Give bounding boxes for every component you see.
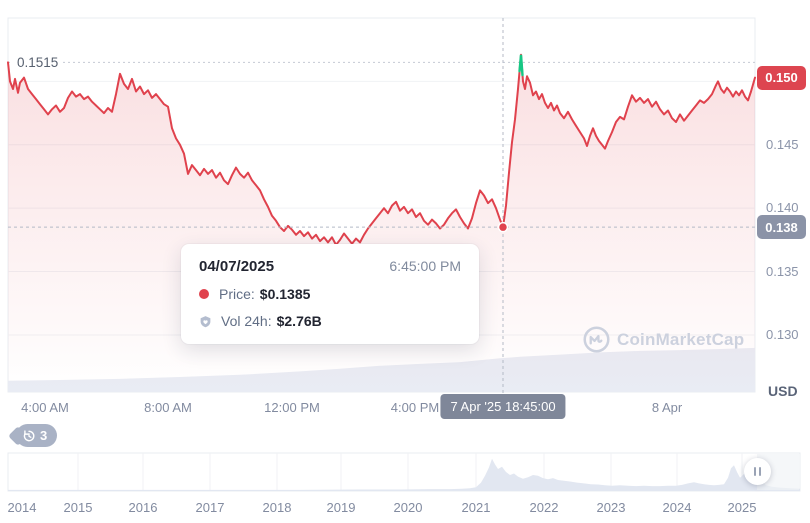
coinmarketcap-logo-icon bbox=[583, 326, 610, 353]
tooltip-volume-label: Vol 24h: bbox=[221, 313, 272, 329]
y-axis-tick-label: 0.135 bbox=[766, 263, 799, 279]
x-axis-tick-label: 8:00 AM bbox=[144, 400, 192, 415]
navigator-year-label: 2023 bbox=[596, 500, 626, 515]
navigator-year-label: 2019 bbox=[326, 500, 356, 515]
history-count: 3 bbox=[40, 428, 48, 443]
navigator-year-label: 2025 bbox=[727, 500, 757, 515]
volume-shield-icon bbox=[200, 315, 211, 327]
navigator-handle[interactable] bbox=[744, 458, 771, 485]
x-axis-tick-label: 12:00 PM bbox=[264, 400, 320, 415]
coinmarketcap-watermark: CoinMarketCap bbox=[583, 326, 744, 353]
tooltip-time: 6:45:00 PM bbox=[389, 258, 461, 274]
navigator-year-label: 2017 bbox=[195, 500, 225, 515]
tooltip-volume-row: Vol 24h: $2.76B bbox=[199, 313, 461, 329]
navigator-band[interactable] bbox=[7, 452, 801, 492]
handle-grip-bar bbox=[754, 467, 756, 476]
tooltip-date: 04/07/2025 bbox=[199, 258, 275, 275]
tooltip-price-value: $0.1385 bbox=[259, 286, 311, 302]
handle-grip-bar bbox=[759, 467, 761, 476]
navigator-area bbox=[8, 458, 800, 491]
currency-unit-label: USD bbox=[768, 383, 798, 399]
navigator-year-label: 2021 bbox=[461, 500, 491, 515]
tooltip-price-row: Price: $0.1385 bbox=[199, 286, 461, 302]
tooltip-volume-value: $2.76B bbox=[276, 313, 322, 329]
x-axis-tick-label: 4:00 PM bbox=[390, 400, 440, 415]
x-axis-tick-label: 8 Apr bbox=[651, 400, 683, 415]
crosshair-price-badge: 0.138 bbox=[757, 215, 806, 240]
price-series-dot-icon bbox=[199, 289, 209, 299]
chart-tooltip: 04/07/2025 6:45:00 PM Price: $0.1385 Vol… bbox=[181, 244, 479, 344]
navigator-year-label: 2014 bbox=[7, 500, 37, 515]
price-line bbox=[7, 53, 756, 246]
current-price-badge: 0.150 bbox=[757, 65, 806, 90]
price-line-green-segment bbox=[518, 54, 524, 77]
navigator-year-label: 2016 bbox=[128, 500, 158, 515]
navigator-year-label: 2022 bbox=[529, 500, 559, 515]
y-axis-tick-label: 0.140 bbox=[766, 200, 799, 216]
watermark-text: CoinMarketCap bbox=[617, 329, 745, 349]
tooltip-price-label: Price: bbox=[219, 286, 255, 302]
navigator-year-label: 2024 bbox=[662, 500, 692, 515]
history-count-badge[interactable]: 3 bbox=[16, 424, 58, 447]
y-axis-tick-label: 0.130 bbox=[766, 326, 799, 342]
open-price-label: 0.1515 bbox=[12, 54, 64, 71]
crosshair-price-dot bbox=[497, 221, 509, 233]
y-axis-tick-label: 0.145 bbox=[766, 136, 799, 152]
navigator-year-label: 2018 bbox=[262, 500, 292, 515]
clock-history-icon bbox=[23, 429, 35, 441]
navigator-year-label: 2020 bbox=[393, 500, 423, 515]
x-axis-tick-label: 4:00 AM bbox=[21, 400, 69, 415]
navigator-year-label: 2015 bbox=[63, 500, 93, 515]
crosshair-time-badge: 7 Apr '25 18:45:00 bbox=[440, 394, 566, 419]
